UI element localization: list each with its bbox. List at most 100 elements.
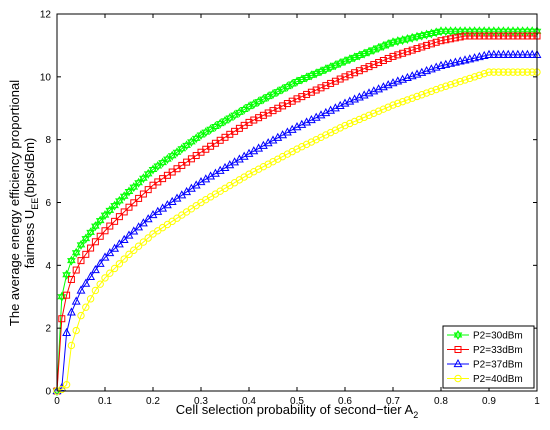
y-tick-label: 10 <box>40 72 52 83</box>
data-point <box>379 56 387 64</box>
data-point <box>129 182 139 190</box>
data-point <box>76 239 86 248</box>
y-tick-label: 6 <box>45 198 51 209</box>
data-point <box>311 70 321 79</box>
data-point <box>340 58 350 67</box>
data-point <box>345 56 355 65</box>
data-point <box>110 243 120 252</box>
data-point <box>365 63 373 71</box>
data-point <box>360 65 368 73</box>
data-point <box>326 64 335 73</box>
data-point <box>129 226 139 235</box>
legend: P2=30dBm P2=33dBm P2=37dBm P2=40dBm <box>442 325 535 389</box>
data-point <box>394 51 402 59</box>
data-point <box>489 49 499 58</box>
x-axis-title: Cell selection probability of second−tie… <box>176 402 418 420</box>
x-tick-label: 0.6 <box>338 396 352 407</box>
data-point <box>451 34 459 42</box>
data-point <box>403 48 411 56</box>
y-tick-label: 0 <box>45 387 51 398</box>
data-point <box>201 129 211 138</box>
x-tick-label: 1 <box>534 396 540 407</box>
data-point <box>72 326 80 335</box>
x-tick-label: 0 <box>54 396 60 407</box>
data-point <box>119 234 129 243</box>
data-point <box>81 233 91 242</box>
y-axis-title-line2-main: fairness U <box>22 210 37 269</box>
data-point <box>292 79 302 87</box>
data-point <box>182 142 191 151</box>
data-point <box>86 295 95 303</box>
data-point <box>66 307 76 316</box>
data-point <box>76 285 86 294</box>
data-point <box>91 223 100 232</box>
data-point <box>114 239 124 248</box>
data-point <box>470 53 480 62</box>
data-point <box>355 115 364 124</box>
data-point <box>67 341 76 350</box>
data-point <box>86 227 95 235</box>
data-point <box>143 168 153 177</box>
series <box>52 49 542 395</box>
data-point <box>254 99 263 107</box>
data-point <box>302 74 311 83</box>
data-point <box>509 68 517 76</box>
data-point <box>139 173 148 181</box>
data-point <box>111 217 119 225</box>
data-point <box>129 184 139 193</box>
data-point <box>134 180 143 188</box>
data-point <box>360 113 368 122</box>
data-point <box>77 257 85 265</box>
data-point <box>322 82 330 90</box>
data-point <box>384 54 392 62</box>
data-point <box>528 32 536 40</box>
data-point <box>518 49 528 58</box>
data-point <box>393 36 403 44</box>
data-point <box>480 32 488 40</box>
y-tick-label: 2 <box>45 324 51 335</box>
data-point <box>374 107 383 115</box>
data-point <box>124 186 134 195</box>
data-point <box>167 153 177 161</box>
data-point <box>125 250 133 259</box>
data-point <box>72 266 80 274</box>
data-point <box>499 68 508 76</box>
data-point <box>86 229 95 238</box>
data-point <box>466 74 474 83</box>
data-point <box>130 199 138 207</box>
data-point <box>417 30 427 39</box>
data-point <box>269 107 277 115</box>
series-layer <box>52 26 542 397</box>
data-point <box>120 255 128 263</box>
data-point <box>307 88 315 96</box>
data-point <box>67 255 76 264</box>
data-point <box>268 91 278 100</box>
data-point <box>321 66 331 75</box>
x-tick-label: 0.8 <box>434 396 448 407</box>
series <box>53 32 541 395</box>
data-point <box>499 32 507 40</box>
data-point <box>341 73 349 81</box>
data-point <box>100 212 110 221</box>
data-point <box>134 177 143 186</box>
data-point <box>124 189 134 197</box>
data-point <box>130 246 138 254</box>
data-point <box>442 36 450 44</box>
data-point <box>106 222 114 230</box>
data-point <box>432 38 440 46</box>
data-point <box>101 227 109 235</box>
data-point <box>115 198 124 206</box>
data-point <box>465 54 475 63</box>
data-point <box>177 146 187 154</box>
data-point <box>105 207 115 216</box>
data-point <box>120 208 128 216</box>
data-point <box>485 68 493 76</box>
data-point <box>287 81 297 90</box>
data-point <box>125 203 133 211</box>
x-tick-label: 0.1 <box>98 396 112 407</box>
data-point <box>398 35 407 43</box>
data-point <box>86 271 96 280</box>
data-point <box>350 54 359 63</box>
